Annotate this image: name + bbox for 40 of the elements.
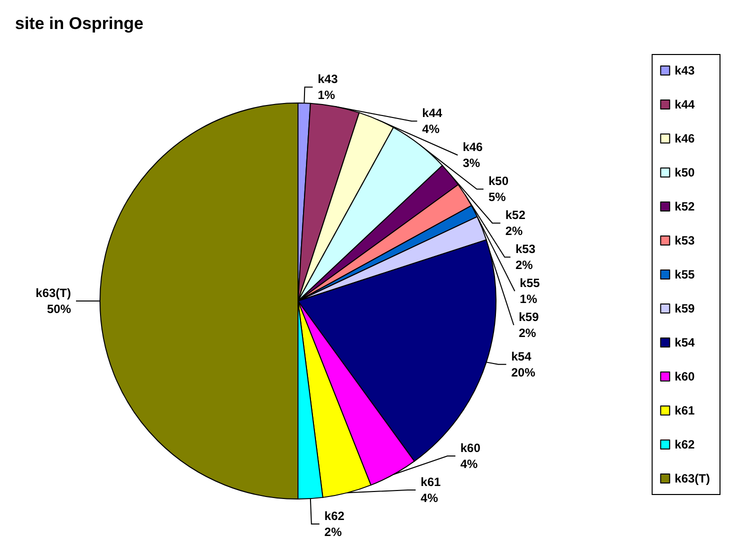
legend-label: k62 [674, 438, 696, 452]
data-label: 4% [460, 457, 478, 471]
slice-label: k43 [318, 72, 338, 86]
slice-label: k46 [462, 140, 484, 154]
legend-label: k53 [674, 234, 696, 248]
data-label: 20% [511, 365, 536, 380]
data-label: 2% [324, 525, 342, 539]
legend-label: k59 [674, 302, 696, 316]
data-label: 3% [462, 156, 480, 170]
slice-label: k62 [324, 509, 345, 523]
slice-label: k61 [420, 475, 441, 489]
legend-label: k43 [674, 64, 696, 78]
legend-label: k52 [674, 200, 696, 214]
slice-label: k53 [515, 242, 536, 256]
data-label: 2% [518, 326, 536, 340]
slice-label: k63(T) [36, 286, 72, 300]
legend-label: k55 [674, 268, 696, 282]
legend-label: k60 [674, 370, 696, 384]
data-label: 2% [515, 258, 534, 272]
slice-label: k54 [511, 349, 532, 364]
data-label: 5% [488, 190, 506, 204]
legend-label: k46 [674, 132, 696, 146]
legend-label: k61 [674, 404, 696, 418]
chart-title: site in Ospringe [15, 14, 144, 33]
legend-label: k54 [674, 336, 696, 350]
slice-label: k44 [422, 106, 443, 120]
data-label: 4% [420, 491, 438, 505]
slice-label: k55 [520, 276, 540, 290]
legend-label: k50 [674, 166, 696, 180]
slice-label: k52 [505, 208, 526, 222]
legend-label: k63(T) [674, 472, 710, 486]
data-label: 1% [520, 292, 538, 306]
data-label: 2% [505, 224, 524, 238]
data-label: 1% [318, 88, 336, 102]
data-label: 50% [46, 302, 72, 316]
slice-label: k60 [460, 441, 481, 455]
data-label: 4% [422, 122, 440, 136]
legend-label: k44 [674, 98, 696, 112]
slice-label: k59 [518, 310, 540, 324]
slice-label: k50 [488, 174, 509, 188]
